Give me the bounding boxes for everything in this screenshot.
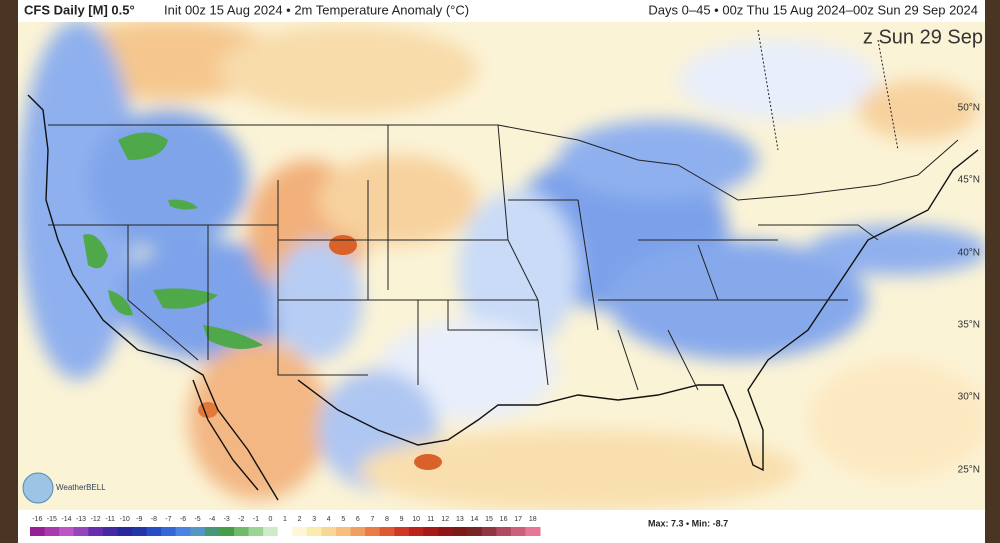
- map-frame: CFS Daily [M] 0.5° Init 00z 15 Aug 2024 …: [18, 0, 985, 543]
- colorbar-swatch: [44, 527, 60, 536]
- colorbar-label: -12: [91, 516, 101, 523]
- colorbar-label: -14: [61, 516, 71, 523]
- latitude-label: 45°N: [958, 175, 980, 186]
- colorbar-label: 5: [341, 516, 345, 523]
- latitude-label: 25°N: [958, 465, 980, 476]
- colorbar-label: 4: [327, 516, 331, 523]
- colorbar-swatch: [408, 527, 424, 536]
- colorbar-swatch: [30, 527, 46, 536]
- latitude-label: 35°N: [958, 320, 980, 331]
- colorbar-swatch: [204, 527, 220, 536]
- colorbar-swatch: [496, 527, 512, 536]
- logo-text: WeatherBELL: [56, 483, 106, 492]
- colorbar-swatch: [306, 527, 322, 536]
- colorbar-label: 18: [529, 516, 537, 523]
- colorbar-swatch: [467, 527, 483, 536]
- colorbar-swatch: [117, 527, 133, 536]
- colorbar-label: -4: [209, 516, 215, 523]
- colorbar-swatch: [481, 527, 497, 536]
- colorbar-label: 9: [400, 516, 404, 523]
- colorbar-label: -7: [165, 516, 171, 523]
- colorbar-swatch: [423, 527, 439, 536]
- colorbar-swatch: [73, 527, 89, 536]
- colorbar-label: -3: [224, 516, 230, 523]
- colorbar-label: -6: [180, 516, 186, 523]
- colorbar-label: 11: [427, 516, 434, 523]
- border-canada: [48, 124, 959, 201]
- colorbar-label: 13: [456, 516, 464, 523]
- colorbar-swatch: [175, 527, 191, 536]
- colorbar-swatch: [263, 527, 279, 536]
- colorbar-label: 12: [441, 516, 449, 523]
- boundaries: [27, 29, 979, 501]
- colorbar-swatch: [379, 527, 395, 536]
- latitude-label: 30°N: [958, 392, 980, 403]
- header-subtitle: Init 00z 15 Aug 2024 • 2m Temperature An…: [164, 2, 469, 17]
- colorbar-swatch: [292, 527, 308, 536]
- colorbar-label: 3: [312, 516, 316, 523]
- state-lines: [48, 124, 879, 391]
- colorbar-label: 17: [514, 516, 522, 523]
- colorbar-swatch: [350, 527, 366, 536]
- colorbar-swatch: [394, 527, 410, 536]
- colorbar-label: 6: [356, 516, 360, 523]
- colorbar-label: 15: [485, 516, 493, 523]
- header-valid: Days 0–45 • 00z Thu 15 Aug 2024–00z Sun …: [648, 2, 978, 17]
- coastline: [27, 94, 979, 501]
- colorbar-swatch: [190, 527, 206, 536]
- colorbar-label: 2: [298, 516, 302, 523]
- colorbar-swatch: [438, 527, 454, 536]
- colorbar-swatch: [248, 527, 264, 536]
- colorbar-swatch: [452, 527, 468, 536]
- logo-globe: [22, 472, 54, 504]
- cool-cores: [83, 132, 442, 470]
- colorbar-label: -11: [105, 516, 115, 523]
- colorbar-label: -5: [194, 516, 200, 523]
- colorbar-swatch: [102, 527, 118, 536]
- colorbar-label: 10: [412, 516, 420, 523]
- colorbar-label: -9: [136, 516, 142, 523]
- colorbar-swatch: [525, 527, 541, 536]
- colorbar-label: -16: [32, 516, 42, 523]
- logo: WeatherBELL: [22, 472, 106, 504]
- colorbar-label: 14: [471, 516, 479, 523]
- colorbar-swatch: [234, 527, 250, 536]
- colorbar-swatch: [59, 527, 75, 536]
- colorbar-swatch: [365, 527, 381, 536]
- colorbar-label: 8: [385, 516, 389, 523]
- colorbar-swatch: [132, 527, 148, 536]
- colorbar-label: -15: [47, 516, 57, 523]
- colorbar-swatch: [146, 527, 162, 536]
- colorbar-swatch: [321, 527, 337, 536]
- legend-bar: [18, 510, 985, 543]
- colorbar-label: -2: [238, 516, 244, 523]
- lat-lines: [757, 29, 899, 151]
- colorbar-swatch: [336, 527, 352, 536]
- header-bar: [18, 0, 985, 22]
- colorbar-label: -1: [253, 516, 259, 523]
- latitude-labels: 50°N 45°N 40°N 35°N 30°N 25°N: [958, 103, 980, 476]
- latitude-label: 50°N: [958, 103, 980, 114]
- colorbar-label: 16: [500, 516, 508, 523]
- colorbar-swatch: [510, 527, 526, 536]
- colorbar-label: -10: [120, 516, 130, 523]
- colorbar-label: 0: [268, 516, 272, 523]
- latitude-label: 40°N: [958, 248, 980, 259]
- valid-label: z Sun 29 Sep: [863, 26, 983, 48]
- colorbar-swatch: [161, 527, 177, 536]
- header-title: CFS Daily [M] 0.5°: [24, 2, 135, 17]
- colorbar-swatch: [88, 527, 104, 536]
- colorbar-label: 1: [283, 516, 287, 523]
- colorbar: -16 -15 -14 -13 -12 -11 -10 -9 -8 -7 -6 -5 -4 -3 -2 -1 0…: [30, 516, 541, 536]
- colorbar-swatch: [219, 527, 235, 536]
- colorbar-swatch: [277, 527, 293, 536]
- colorbar-label: 7: [370, 516, 374, 523]
- map: CFS Daily [M] 0.5° Init 00z 15 Aug 2024 …: [18, 0, 985, 543]
- colorbar-label: -13: [76, 516, 86, 523]
- field: [18, 20, 985, 510]
- colorbar-label: -8: [151, 516, 157, 523]
- stats: Max: 7.3 • Min: -8.7: [648, 518, 728, 528]
